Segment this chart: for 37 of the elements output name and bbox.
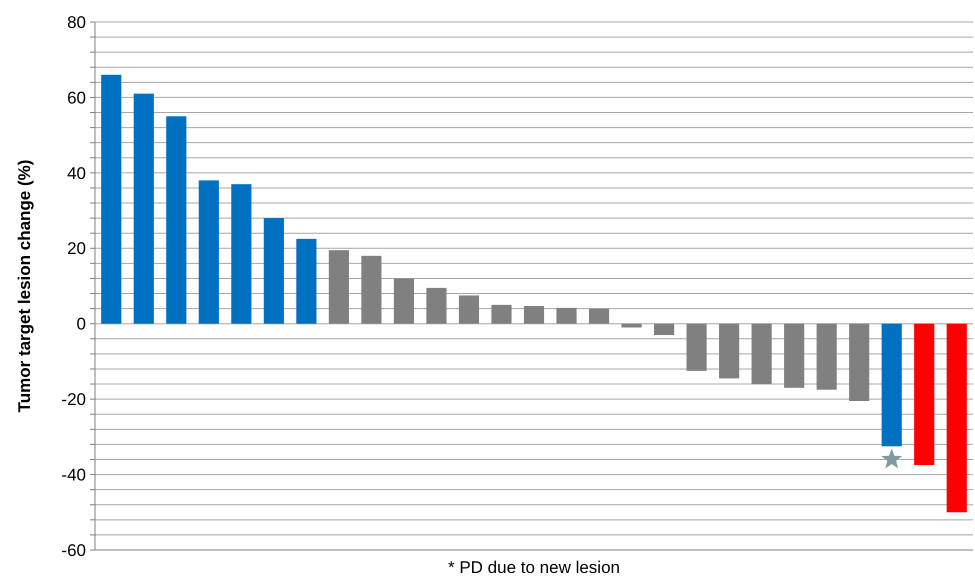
bar [328,250,349,324]
bar [231,184,252,324]
bar [166,116,186,324]
y-tick-label: 0 [76,314,86,334]
y-tick-label: -20 [61,390,86,410]
bar [296,238,316,324]
bar [426,288,447,324]
bar [686,324,707,371]
bar [621,324,642,328]
bar [882,324,902,446]
bar [556,308,577,324]
y-tick-label: 80 [67,12,86,32]
bar [588,308,610,324]
y-tick-label: 20 [67,239,86,258]
bar [914,324,934,466]
bar [946,324,967,512]
bar [719,324,740,378]
bar [752,324,772,384]
bar [394,278,414,324]
y-tick-label: -60 [61,540,86,560]
y-tick-label: -40 [61,466,86,485]
bar [198,180,219,324]
bar [134,94,154,324]
bar [491,304,512,324]
y-tick-label: 40 [67,164,86,183]
x-axis-title: * PD due to new lesion [448,558,620,577]
bar [361,256,382,324]
bar [264,218,284,324]
bar [849,324,870,402]
bar [784,324,804,388]
bar [654,324,674,336]
bar [101,74,122,324]
bar [524,306,544,324]
bar [816,324,837,390]
y-tick-label: 60 [67,88,86,108]
bar [458,295,480,324]
y-axis-title: Tumor target lesion change (%) [15,160,34,412]
